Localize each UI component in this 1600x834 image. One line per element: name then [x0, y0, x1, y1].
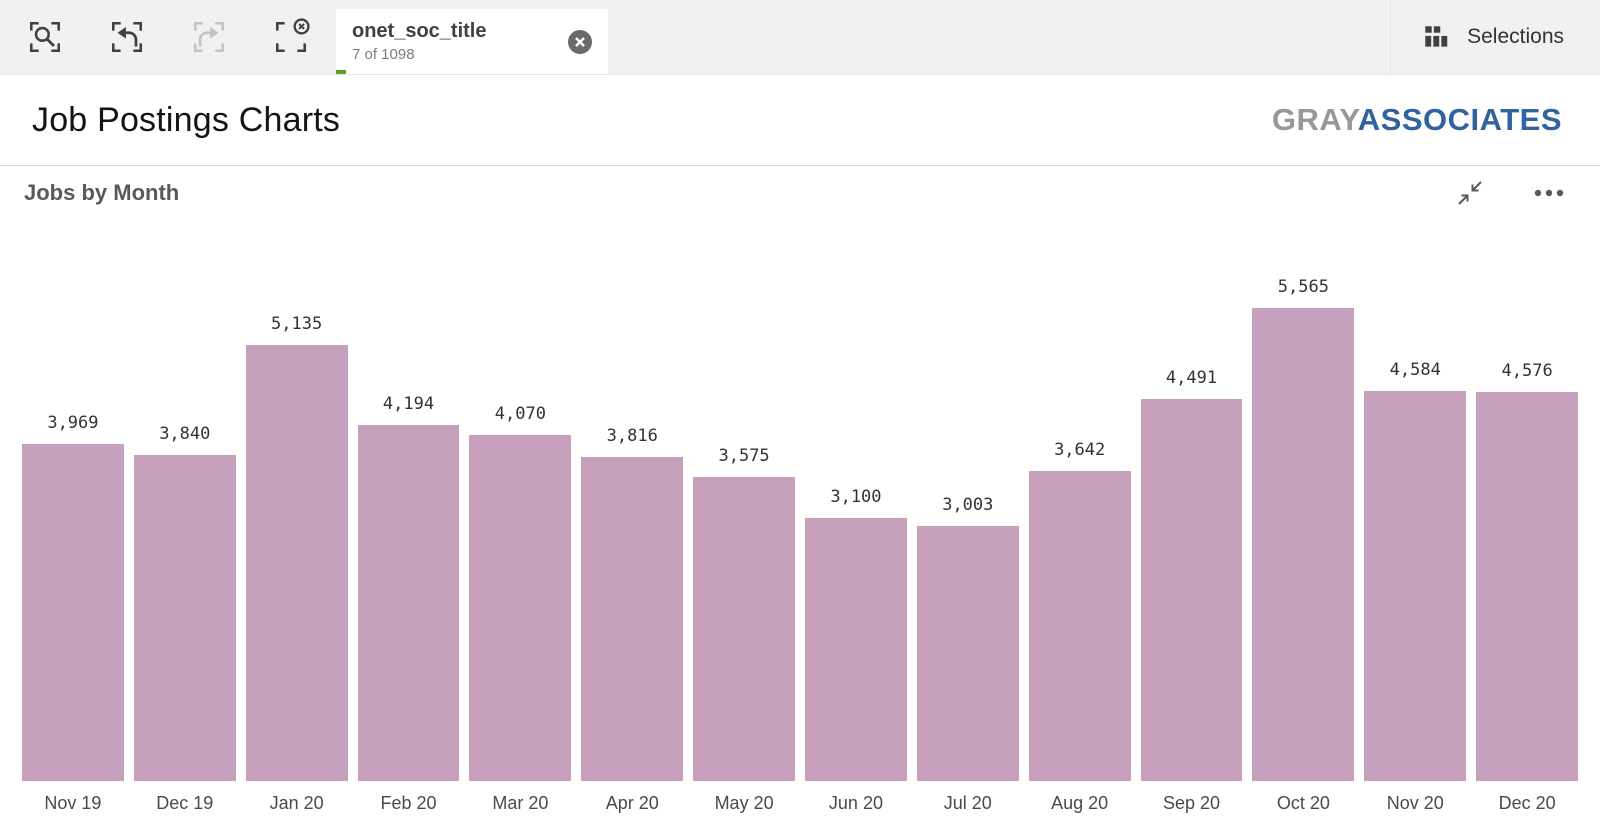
selection-chip[interactable]: onet_soc_title 7 of 1098: [336, 9, 608, 74]
bar-value-label: 5,565: [1277, 277, 1329, 297]
bar-value-label: 3,840: [159, 424, 211, 444]
chart-actions: [1456, 179, 1572, 207]
toolbar: onet_soc_title 7 of 1098 Select: [0, 0, 1600, 75]
x-axis-label: Feb 20: [380, 793, 437, 813]
bar-value-label: 4,194: [382, 394, 435, 414]
x-axis-label: Dec 20: [1498, 793, 1556, 813]
selections-grid-icon: [1425, 26, 1448, 47]
x-axis-label: Nov 19: [44, 793, 102, 813]
bar-column[interactable]: 4,491: [1140, 368, 1243, 781]
x-axis-label: Sep 20: [1162, 793, 1221, 813]
bar[interactable]: [805, 518, 907, 781]
smart-search-icon: [30, 22, 60, 52]
bar-value-label: 4,070: [494, 404, 546, 424]
sheet-header: Job Postings Charts GRAYASSOCIATES: [0, 75, 1600, 166]
bar[interactable]: [245, 345, 348, 781]
bar[interactable]: [916, 526, 1019, 781]
x-axis-label: Jun 20: [828, 793, 883, 813]
page-title: Job Postings Charts: [32, 100, 341, 139]
selection-field-name: onet_soc_title: [352, 20, 487, 42]
x-axis-label: May 20: [714, 793, 774, 813]
bar-chart: 3,969 3,840 5,135 4,194 4,070 3,816 3,575 3,100…: [0, 268, 1600, 781]
x-axis-label: Jul 20: [943, 793, 992, 813]
clear-selections-button[interactable]: [272, 18, 310, 56]
jobs-by-month-card: Jobs by Month: [0, 166, 1600, 814]
bar-column[interactable]: 5,135: [245, 314, 348, 781]
chart-header: Jobs by Month: [0, 166, 1600, 207]
bar-column[interactable]: 3,840: [133, 424, 236, 781]
step-forward-icon: [194, 22, 224, 52]
step-back-icon: [112, 22, 142, 52]
bar[interactable]: [133, 455, 236, 781]
step-back-button[interactable]: [108, 18, 146, 56]
bar[interactable]: [22, 444, 124, 781]
x-axis-label: Aug 20: [1051, 793, 1109, 813]
selection-chip-text: onet_soc_title 7 of 1098: [352, 20, 566, 63]
bar[interactable]: [1252, 308, 1355, 781]
more-options-button[interactable]: [1532, 179, 1564, 207]
bar-column[interactable]: 3,969: [22, 413, 124, 781]
bar-column[interactable]: 3,575: [693, 446, 796, 781]
x-axis-label: Jan 20: [269, 793, 324, 813]
bar[interactable]: [1476, 392, 1579, 781]
app-root: onet_soc_title 7 of 1098 Select: [0, 0, 1600, 814]
bar-value-label: 3,642: [1054, 440, 1106, 460]
collapse-icon: [1458, 181, 1482, 205]
x-axis-label: Dec 19: [156, 793, 214, 813]
logo-gray-part: GRAY: [1271, 102, 1358, 137]
bar-column[interactable]: 3,100: [805, 487, 907, 781]
bar-column[interactable]: 3,816: [581, 426, 684, 781]
ellipsis-icon: [1534, 189, 1564, 197]
bar[interactable]: [581, 457, 684, 781]
logo-associates-part: ASSOCIATES: [1357, 102, 1562, 137]
bar-value-label: 4,576: [1501, 361, 1553, 381]
x-axis: Nov 19 Dec 19 Jan 20 Feb 20 Mar 20 Apr 20 May …: [0, 781, 1600, 814]
bar-value-label: 3,969: [47, 413, 99, 433]
bar-column[interactable]: 3,642: [1028, 440, 1131, 781]
x-axis-label: Nov 20: [1386, 793, 1444, 813]
bar[interactable]: [357, 425, 460, 781]
clear-selections-icon: [276, 18, 310, 52]
bar-value-label: 3,816: [606, 426, 658, 446]
bar-column[interactable]: 4,576: [1476, 361, 1579, 781]
bar[interactable]: [1364, 391, 1467, 781]
smart-search-button[interactable]: [26, 18, 64, 56]
gray-associates-logo: GRAYASSOCIATES: [1272, 102, 1562, 138]
x-axis-label: Apr 20: [605, 793, 659, 813]
bar-column[interactable]: 4,070: [469, 404, 572, 781]
bar-column[interactable]: 4,584: [1364, 360, 1467, 781]
toolbar-spacer: [608, 0, 1390, 74]
bar-value-label: 4,584: [1389, 360, 1441, 380]
bar[interactable]: [1028, 471, 1131, 781]
bar[interactable]: [693, 477, 796, 781]
bar-value-label: 5,135: [271, 314, 323, 334]
chart-title: Jobs by Month: [24, 180, 180, 205]
toolbar-icon-group: [0, 0, 336, 74]
selection-count: 7 of 1098: [352, 46, 415, 63]
selection-chip-close-button[interactable]: [566, 28, 594, 56]
bar-value-label: 3,575: [718, 446, 770, 466]
bar-value-label: 3,003: [942, 495, 994, 515]
bar[interactable]: [469, 435, 572, 781]
step-forward-button[interactable]: [190, 18, 228, 56]
selections-label: Selections: [1467, 25, 1564, 48]
bar-column[interactable]: 3,003: [916, 495, 1019, 781]
selection-progress-bar: [336, 70, 346, 74]
selections-toggle-button[interactable]: Selections: [1390, 0, 1600, 74]
bar-value-label: 4,491: [1165, 368, 1218, 388]
bar-column[interactable]: 4,194: [357, 394, 460, 781]
bar-column[interactable]: 5,565: [1252, 277, 1355, 781]
x-axis-label: Oct 20: [1276, 793, 1330, 813]
close-icon: [568, 29, 592, 54]
collapse-button[interactable]: [1456, 179, 1484, 207]
bar[interactable]: [1140, 399, 1243, 781]
x-axis-label: Mar 20: [492, 793, 549, 813]
bar-value-label: 3,100: [830, 487, 882, 507]
